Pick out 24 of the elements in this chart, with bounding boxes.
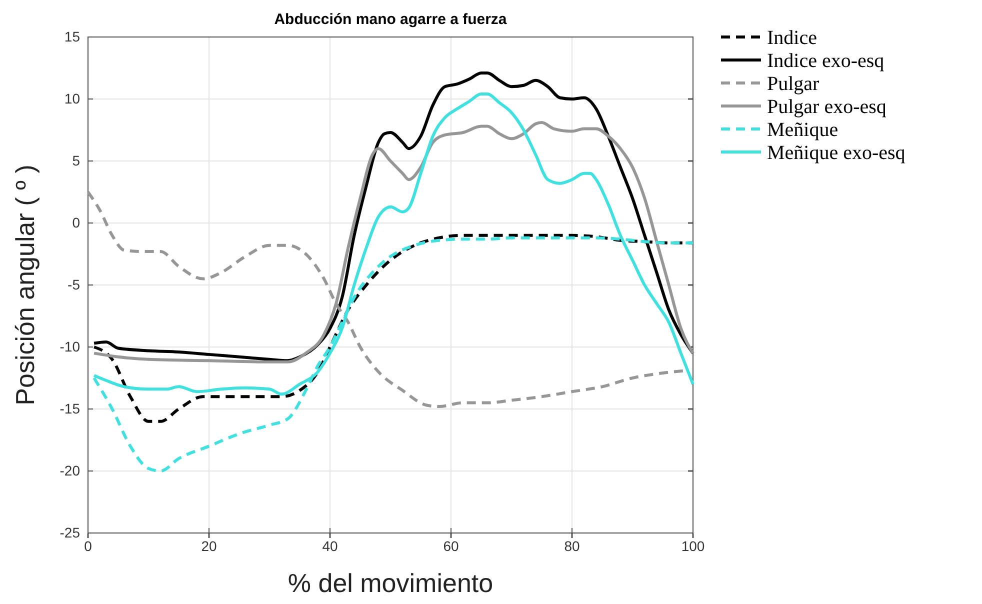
x-tick-label: 20 [201, 538, 217, 554]
y-tick-label: 10 [64, 90, 80, 106]
legend-label: Pulgar exo-esq [767, 96, 886, 118]
x-tick-label: 100 [681, 538, 705, 554]
x-tick-label: 40 [322, 538, 338, 554]
y-axis-title: Posición angular ( º ) [10, 164, 40, 406]
x-tick-label: 0 [84, 538, 92, 554]
y-tick-label: 15 [64, 28, 80, 44]
y-tick-label: -20 [60, 462, 80, 478]
chart-title: Abducción mano agarre a fuerza [274, 11, 508, 28]
x-tick-label: 60 [443, 538, 459, 554]
legend-label: Indice [767, 27, 818, 49]
x-tick-label: 80 [564, 538, 580, 554]
legend-label: Meñique exo-esq [767, 142, 906, 164]
y-tick-label: -25 [60, 524, 80, 540]
y-tick-label: 5 [72, 152, 80, 168]
x-axis-title: % del movimiento [288, 568, 494, 598]
legend-label: Pulgar [767, 73, 820, 95]
y-tick-label: -15 [60, 400, 80, 416]
y-tick-label: -10 [60, 338, 80, 354]
legend-label: Indice exo-esq [767, 50, 884, 72]
legend-label: Meñique [767, 119, 838, 141]
y-tick-label: -5 [68, 276, 80, 292]
y-tick-label: 0 [72, 214, 80, 230]
